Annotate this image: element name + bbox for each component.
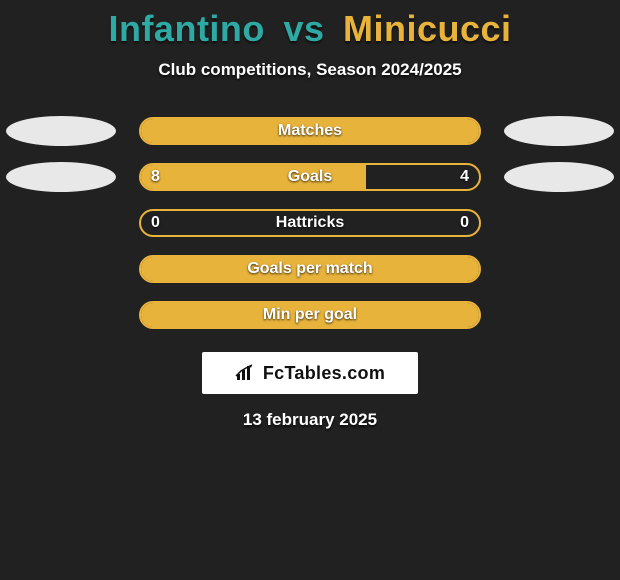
stat-value-left: 8 <box>151 168 160 186</box>
stat-row: 8 Goals 4 <box>0 154 620 200</box>
stat-metric-label: Goals <box>288 168 332 186</box>
stat-bar: Min per goal <box>139 301 481 329</box>
title-player2: Minicucci <box>343 8 512 49</box>
side-marker-right <box>504 116 614 146</box>
page-title: Infantino vs Minicucci <box>0 0 620 50</box>
stat-metric-label: Goals per match <box>247 260 372 278</box>
stat-bar: 8 Goals 4 <box>139 163 481 191</box>
side-marker-left <box>6 162 116 192</box>
stat-value-left: 0 <box>151 214 160 232</box>
stat-value-right: 0 <box>460 214 469 232</box>
stat-metric-label: Min per goal <box>263 306 357 324</box>
branding-badge: FcTables.com <box>202 352 418 394</box>
title-vs: vs <box>283 8 324 49</box>
stat-bar: Goals per match <box>139 255 481 283</box>
stat-value-right: 4 <box>460 168 469 186</box>
subtitle: Club competitions, Season 2024/2025 <box>0 60 620 80</box>
stat-bar: Matches <box>139 117 481 145</box>
stat-metric-label: Matches <box>278 122 342 140</box>
stat-row: Min per goal <box>0 292 620 338</box>
stat-metric-label: Hattricks <box>276 214 344 232</box>
stat-row: Matches <box>0 108 620 154</box>
stat-bar-fill <box>141 165 366 189</box>
title-player1: Infantino <box>108 8 264 49</box>
stat-row: 0 Hattricks 0 <box>0 200 620 246</box>
branding-text: FcTables.com <box>263 363 385 384</box>
stat-row: Goals per match <box>0 246 620 292</box>
stats-rows: Matches 8 Goals 4 0 Hattricks 0 Goals per match… <box>0 108 620 338</box>
bar-chart-icon <box>235 364 257 382</box>
side-marker-right <box>504 162 614 192</box>
side-marker-left <box>6 116 116 146</box>
stat-bar: 0 Hattricks 0 <box>139 209 481 237</box>
date-label: 13 february 2025 <box>0 410 620 430</box>
